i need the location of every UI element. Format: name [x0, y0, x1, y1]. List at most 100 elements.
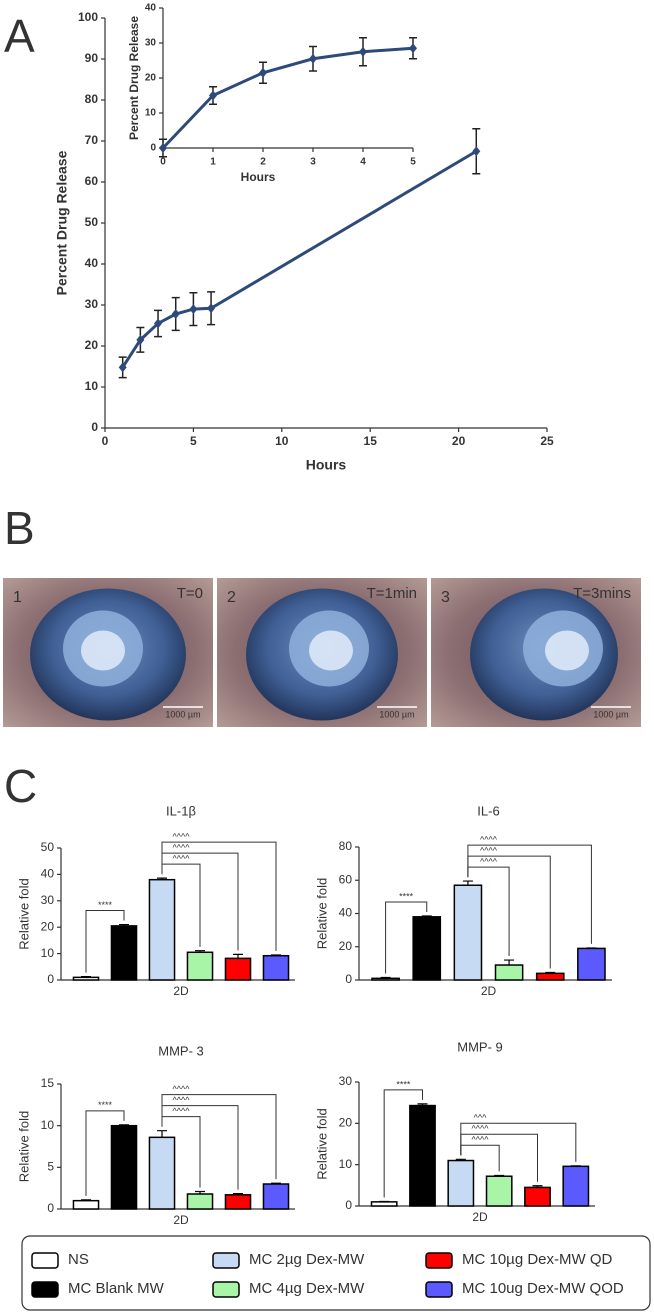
- chart-title: MMP- 3: [158, 1043, 204, 1058]
- significance-label: ^^^^: [173, 1095, 191, 1105]
- significance-label: ^^^: [474, 1113, 487, 1123]
- y-tick-label: 60: [85, 174, 99, 188]
- significance-label: ^^^^: [173, 842, 191, 852]
- bar: [562, 1165, 590, 1207]
- error-bar: [532, 1185, 543, 1188]
- error-bar: [233, 953, 243, 959]
- bar: [186, 951, 214, 981]
- y-tick-label: 0: [91, 420, 98, 434]
- significance-label: ^^^^: [472, 1135, 490, 1145]
- significance-label: ^^^^: [173, 1106, 191, 1116]
- photo-time: T=0: [177, 585, 203, 602]
- significance-label: ^^^^: [173, 831, 191, 841]
- photo-time: T=3mins: [573, 585, 631, 602]
- bar: [72, 1199, 100, 1210]
- y-tick-label: 50: [85, 215, 99, 229]
- legend-swatch: [425, 1281, 453, 1298]
- y-tick-label: 60: [339, 872, 353, 886]
- significance-label: ****: [396, 1079, 411, 1089]
- legend-label: MC Blank MW: [68, 1280, 165, 1297]
- y-tick-label: 30: [339, 1074, 353, 1088]
- x-axis-label: 2D: [472, 1210, 488, 1224]
- significance-bracket: [385, 901, 428, 974]
- y-tick-label: 0: [47, 1201, 54, 1215]
- reflection: [309, 630, 353, 671]
- y-tick-label: 20: [85, 338, 99, 352]
- y-tick-label: 10: [85, 379, 99, 393]
- bar: [148, 878, 176, 981]
- error-bar: [157, 1130, 167, 1138]
- error-bar: [462, 880, 473, 886]
- panel-label: C: [4, 760, 37, 812]
- y-tick-label: 20: [339, 1116, 353, 1130]
- error-bar: [271, 1182, 281, 1184]
- scale-label: 1000 µm: [379, 709, 414, 719]
- marker: [118, 362, 127, 373]
- x-tick-label: 1: [210, 157, 216, 168]
- marker: [159, 143, 167, 153]
- bar: [110, 925, 138, 981]
- error-bar: [421, 915, 432, 917]
- legend-swatch: [425, 1252, 453, 1269]
- scale-label: 1000 µm: [165, 709, 200, 719]
- bar: [370, 1201, 398, 1207]
- x-tick-label: 15: [364, 434, 378, 448]
- legend-label: MC 4µg Dex-MW: [249, 1280, 365, 1297]
- y-tick-label: 10: [339, 1157, 353, 1171]
- significance-bracket: [161, 841, 277, 951]
- marker: [359, 46, 367, 57]
- reflection: [81, 630, 125, 671]
- error-bar: [233, 1192, 243, 1195]
- bar: [371, 977, 400, 981]
- photo: 3 T=3mins 1000 µm: [431, 578, 641, 727]
- error-bar: [380, 976, 391, 979]
- photo-number: 1: [13, 589, 22, 606]
- photo: 2 T=1min 1000 µm: [217, 578, 427, 727]
- data-line: [121, 149, 478, 369]
- panel-label: A: [4, 10, 35, 62]
- marker: [472, 146, 481, 157]
- marker: [259, 67, 267, 78]
- x-tick-label: 20: [452, 434, 466, 448]
- y-tick-label: 15: [41, 1076, 55, 1090]
- y-tick-label: 30: [145, 38, 157, 49]
- y-tick-label: 0: [150, 143, 156, 154]
- error-bar: [545, 971, 556, 974]
- y-axis-label: Relative fold: [16, 878, 31, 950]
- bar: [412, 916, 442, 981]
- y-tick-label: 20: [145, 73, 157, 84]
- legend-label: MC 2µg Dex-MW: [249, 1251, 365, 1268]
- error-bar: [417, 1103, 428, 1106]
- x-tick-label: 4: [360, 157, 366, 168]
- marker: [154, 318, 163, 329]
- photo-time: T=1min: [367, 585, 417, 602]
- marker: [136, 334, 145, 345]
- bar: [453, 884, 483, 981]
- error-bar: [157, 877, 167, 880]
- bar: [186, 1193, 214, 1210]
- error-bar: [195, 1190, 205, 1194]
- chart-title: IL-6: [477, 803, 499, 818]
- photo-number: 3: [441, 589, 450, 606]
- bar: [409, 1104, 436, 1207]
- significance-bracket: [460, 1122, 577, 1162]
- significance-label: ^^^^: [173, 1084, 191, 1094]
- y-tick-label: 20: [41, 919, 55, 933]
- bar: [494, 964, 524, 981]
- y-axis-label: Relative fold: [314, 878, 329, 950]
- error-bar: [81, 975, 91, 978]
- bar: [224, 957, 252, 981]
- error-bar: [119, 923, 129, 926]
- y-tick-label: 90: [85, 51, 99, 65]
- y-tick-label: 20: [339, 939, 353, 953]
- scale-label: 1000 µm: [593, 709, 628, 719]
- significance-label: ^^^^: [480, 834, 498, 844]
- error-bar: [195, 950, 205, 953]
- significance-label: ^^^^: [480, 856, 498, 866]
- y-tick-label: 40: [339, 906, 353, 920]
- y-tick-label: 10: [41, 946, 55, 960]
- marker: [207, 303, 216, 314]
- x-axis-label: 2D: [173, 984, 189, 998]
- photo-number: 2: [227, 589, 236, 606]
- y-tick-label: 100: [78, 10, 98, 24]
